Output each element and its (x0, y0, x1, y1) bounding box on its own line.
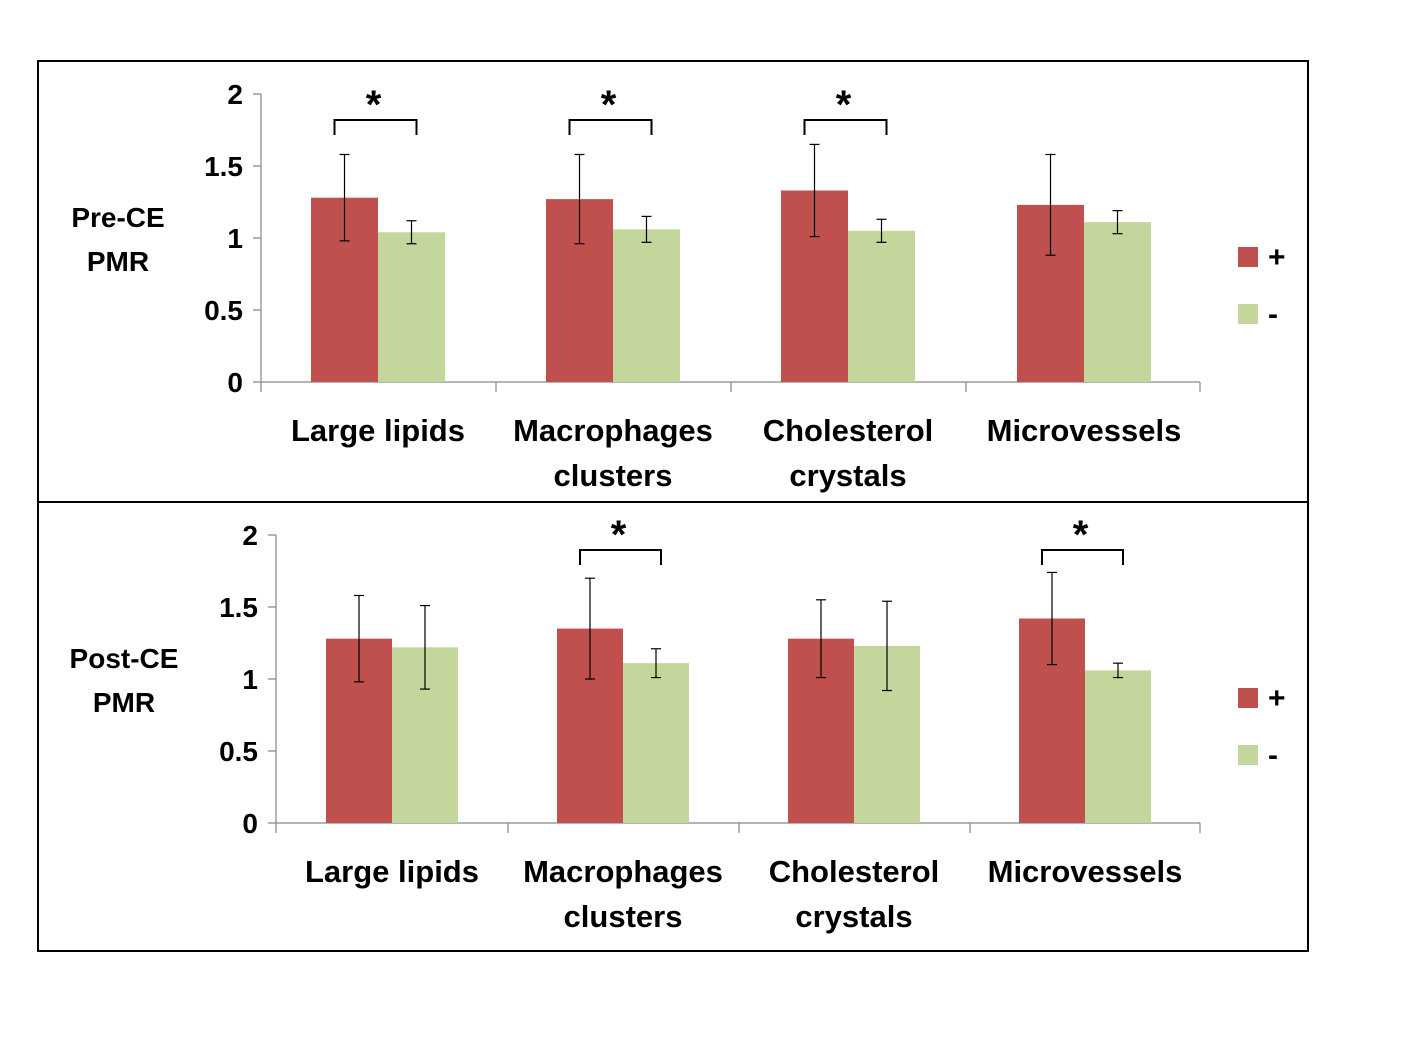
pre-ce-chart: 0 0.5 1 1.5 2 * * * Large lipids Macrophages clust… (71, 79, 1285, 493)
y-tick-label: 1.5 (204, 151, 243, 182)
y-tick-label: 2 (242, 520, 258, 551)
y-axis-title: Pre-CE (71, 202, 164, 233)
post-ce-chart: 0 0.5 1 1.5 2 * * Large lipids Macrophages cluste… (70, 513, 1286, 934)
y-tick-label: 1 (242, 664, 258, 695)
bar-minus (1085, 670, 1151, 823)
y-tick-label: 1.5 (219, 592, 258, 623)
category-label-line: Cholesterol (763, 413, 934, 448)
significance-bracket (579, 549, 662, 565)
y-axis-title: Post-CE (70, 643, 179, 674)
significance-star: * (836, 83, 852, 127)
category-label-line: clusters (564, 899, 683, 934)
category-label: Large lipids (291, 413, 465, 448)
category-label-line: crystals (789, 458, 906, 493)
category-label-line: Macrophages (523, 854, 723, 889)
y-tick-label: 0.5 (204, 295, 243, 326)
legend-swatch (1238, 745, 1258, 765)
legend-swatch (1238, 247, 1258, 267)
category-label-line: Large lipids (291, 413, 465, 448)
legend-label: + (1268, 682, 1286, 715)
y-tick-label: 0.5 (219, 736, 258, 767)
category-label: Large lipids (305, 854, 479, 889)
legend-label: - (1268, 298, 1278, 331)
significance-bracket (568, 119, 653, 135)
category-label: Cholesterol crystals (769, 854, 940, 934)
category-label: Microvessels (988, 854, 1183, 889)
bar-minus (623, 663, 689, 823)
bar-minus (613, 229, 680, 382)
category-label-line: crystals (795, 899, 912, 934)
category-label-line: Microvessels (987, 413, 1182, 448)
significance-star: * (1073, 513, 1089, 557)
bar-minus (1084, 222, 1151, 382)
category-label-line: Microvessels (988, 854, 1183, 889)
bar-minus (848, 230, 915, 382)
panel-frame-bottom (37, 501, 1309, 952)
category-label: Microvessels (987, 413, 1182, 448)
category-label: Cholesterol crystals (763, 413, 934, 493)
category-label: Macrophages clusters (523, 854, 723, 934)
significance-bracket (1041, 549, 1124, 565)
significance-star: * (366, 83, 382, 127)
bar-minus (378, 232, 445, 382)
category-label: Macrophages clusters (513, 413, 713, 493)
legend-label: + (1268, 241, 1286, 274)
category-label-line: Macrophages (513, 413, 713, 448)
legend-swatch (1238, 688, 1258, 708)
y-tick-label: 2 (227, 79, 243, 110)
legend-label: - (1268, 739, 1278, 772)
y-tick-label: 0 (227, 367, 243, 398)
significance-star: * (601, 83, 617, 127)
significance-bracket (803, 119, 888, 135)
legend-swatch (1238, 304, 1258, 324)
y-tick-label: 1 (227, 223, 243, 254)
category-label-line: Cholesterol (769, 854, 940, 889)
y-axis-title: PMR (87, 246, 149, 277)
category-label-line: clusters (554, 458, 673, 493)
significance-star: * (611, 513, 627, 557)
significance-bracket (333, 119, 418, 135)
y-axis-title: PMR (93, 687, 155, 718)
y-tick-label: 0 (242, 808, 258, 839)
category-label-line: Large lipids (305, 854, 479, 889)
